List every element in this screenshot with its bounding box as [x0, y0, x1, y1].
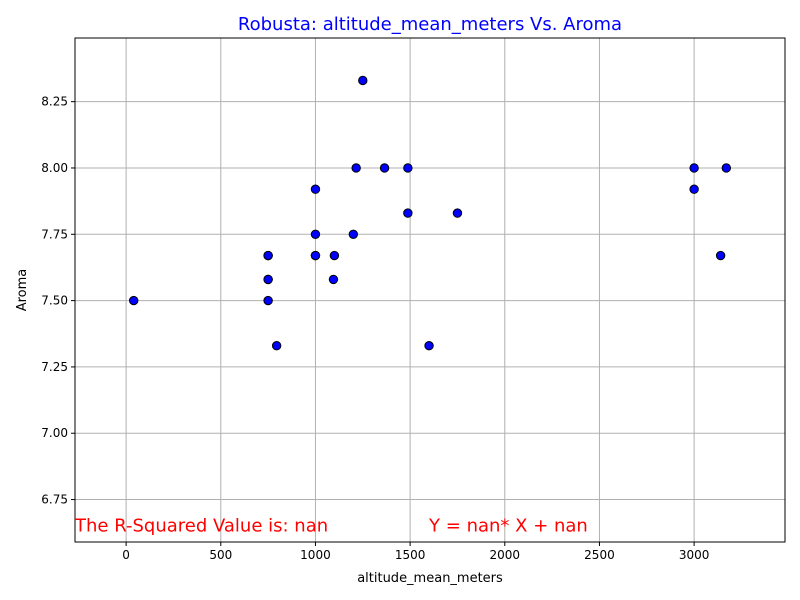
- y-axis-label: Aroma: [15, 269, 30, 312]
- scatter-point: [721, 163, 732, 173]
- scatter-point: [403, 163, 413, 173]
- y-tick-label: 7.50: [41, 294, 68, 308]
- y-tick-label: 7.75: [41, 227, 68, 241]
- scatter-point: [328, 274, 339, 285]
- x-tick-label: 2500: [584, 548, 615, 562]
- scatter-point: [329, 250, 340, 261]
- x-tick-label: 500: [209, 548, 232, 562]
- y-tick-label: 8.00: [41, 161, 68, 175]
- annotation-text: The R-Squared Value is: nan: [74, 515, 328, 536]
- grid-lines: [75, 38, 785, 542]
- scatter-point: [310, 229, 321, 239]
- x-tick-label: 1000: [300, 548, 331, 562]
- chart-title: Robusta: altitude_mean_meters Vs. Aroma: [238, 14, 622, 35]
- x-tick-label: 2000: [490, 548, 521, 562]
- axis-ticks: 0 500 1000 1500 2000 2500 3000 6.75 7.00 7.25 7.50…: [41, 95, 709, 562]
- x-tick-label: 1500: [395, 548, 426, 562]
- x-tick-label: 0: [122, 548, 130, 562]
- y-tick-label: 6.75: [41, 493, 68, 507]
- plot-area-frame: [74, 37, 786, 543]
- x-tick-label: 3000: [679, 548, 710, 562]
- scatter-point: [689, 184, 699, 194]
- scatter-point: [403, 208, 413, 218]
- scatter-point: [263, 250, 273, 261]
- annotation-text: Y = nan* X + nan: [428, 515, 588, 536]
- data-points: [128, 75, 732, 351]
- x-axis-label: altitude_mean_meters: [357, 571, 503, 586]
- scatter-point: [310, 184, 321, 194]
- y-tick-label: 8.25: [41, 95, 68, 109]
- scatter-point: [351, 163, 361, 173]
- scatter-point: [348, 229, 359, 239]
- annotations: The R-Squared Value is: nan Y = nan* X + …: [74, 515, 588, 536]
- scatter-point: [263, 274, 273, 285]
- scatter-point: [424, 341, 434, 351]
- scatter-point: [358, 75, 368, 86]
- scatter-point: [128, 295, 139, 306]
- scatter-point: [263, 295, 273, 306]
- scatter-point: [715, 250, 726, 261]
- y-tick-label: 7.00: [41, 426, 68, 440]
- scatter-point: [689, 163, 699, 173]
- scatter-point: [379, 163, 390, 173]
- scatter-point: [271, 341, 282, 351]
- y-tick-label: 7.25: [41, 360, 68, 374]
- scatter-point: [452, 208, 463, 218]
- scatter-point: [310, 250, 321, 261]
